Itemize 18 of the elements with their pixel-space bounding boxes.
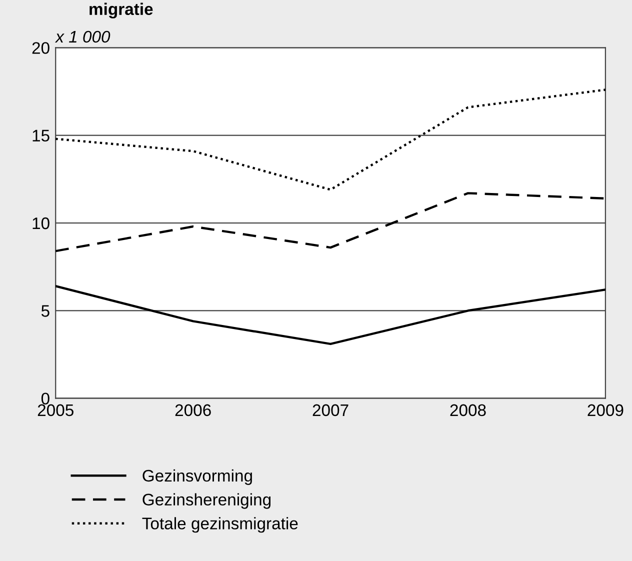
y-tick-label: 0 — [41, 392, 50, 405]
x-tick-label: 2006 — [175, 404, 211, 416]
line-series — [56, 192, 606, 252]
legend-label: Totale gezinsmigratie — [142, 517, 298, 533]
legend-label: Gezinsvorming — [142, 469, 252, 485]
legend-label: Gezinshereniging — [142, 493, 271, 509]
x-tick-label: 2009 — [588, 404, 624, 416]
y-tick-label: 10 — [32, 217, 50, 230]
y-tick-label: 15 — [32, 130, 50, 142]
chart-title: migratie — [90, 2, 153, 18]
line-series — [56, 88, 606, 191]
x-tick-label: 2005 — [38, 404, 74, 416]
x-tick-label: 2008 — [450, 404, 486, 416]
x-tick-label: 2007 — [312, 404, 348, 416]
y-tick-label: 5 — [41, 305, 50, 317]
y-axis-title: x 1 000 — [54, 30, 110, 43]
line-series — [56, 285, 606, 346]
y-tick-label: 20 — [32, 42, 50, 54]
